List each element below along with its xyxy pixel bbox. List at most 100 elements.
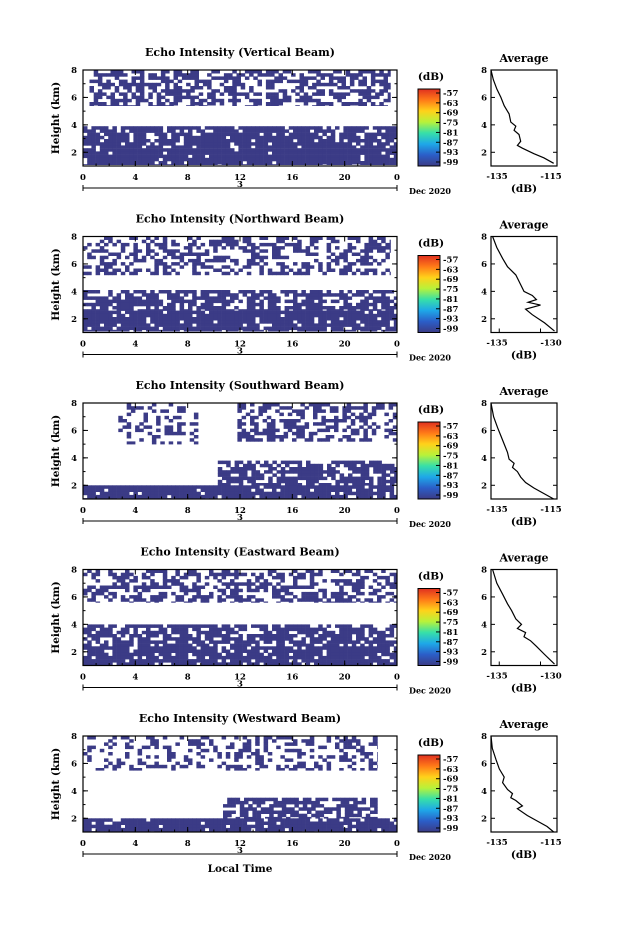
echo-cell (213, 148, 218, 152)
echo-cell (339, 662, 344, 666)
echo-cell (162, 313, 168, 318)
echo-cell (108, 142, 113, 146)
echo-cell (213, 135, 218, 140)
echo-cell (351, 157, 357, 162)
echo-cell (154, 646, 159, 650)
echo-cell (83, 643, 88, 647)
echo-cell (97, 95, 103, 100)
echo-cell (192, 302, 197, 307)
echo-cell (83, 485, 88, 489)
echo-cell (108, 320, 113, 324)
echo-cell (217, 145, 222, 149)
echo-cell (129, 579, 134, 583)
echo-cell (188, 148, 193, 152)
echo-cell (246, 320, 252, 324)
echo-cell (265, 105, 271, 106)
echo-cell (251, 323, 256, 327)
echo-cell (293, 627, 298, 632)
echo-cell (154, 569, 159, 573)
echo-cell (368, 659, 374, 663)
echo-cell (350, 406, 356, 410)
echo-cell (213, 634, 218, 638)
profile-frame (490, 235, 558, 334)
echo-cell (156, 105, 162, 106)
echo-cell (284, 488, 290, 492)
echo-cell (297, 575, 302, 580)
echo-cell (120, 249, 126, 253)
echo-cell (110, 82, 115, 87)
echo-cell (291, 73, 296, 77)
echo-cell (385, 646, 390, 650)
echo-cell (179, 313, 185, 318)
echo-cell (328, 73, 334, 77)
echo-cell (190, 86, 195, 90)
echo-cell (368, 488, 374, 492)
echo-cell (158, 242, 164, 247)
echo-cell (364, 575, 369, 580)
echo-cell (276, 485, 281, 489)
echo-cell (379, 89, 384, 93)
echo-cell (151, 403, 157, 407)
echo-cell (154, 488, 159, 492)
echo-cell (314, 470, 319, 474)
echo-cell (364, 255, 369, 260)
echo-cell (196, 579, 201, 583)
echo-cell (356, 485, 361, 489)
echo-cell (326, 309, 332, 311)
echo-cell (263, 132, 269, 137)
echo-cell (347, 306, 353, 310)
echo-cell (390, 476, 395, 481)
echo-cell (91, 491, 96, 496)
echo-cell (259, 627, 264, 632)
echo-cell (347, 485, 353, 489)
echo-cell (339, 591, 344, 596)
echo-cell (183, 627, 189, 632)
echo-cell (139, 92, 145, 96)
echo-cell (189, 422, 195, 426)
echo-cell (322, 313, 327, 318)
echo-cell (347, 317, 353, 321)
echo-cell (360, 460, 366, 465)
echo-cell (343, 476, 349, 481)
echo-cell (356, 239, 361, 244)
echo-cell (108, 239, 113, 244)
echo-cell (385, 302, 390, 307)
echo-cell (217, 662, 222, 666)
echo-cell (87, 296, 92, 300)
echo-cell (217, 572, 222, 577)
echo-cell (177, 70, 183, 74)
echo-cell (284, 585, 290, 589)
echo-cell (192, 164, 197, 165)
echo-cell (377, 463, 382, 468)
echo-cell (297, 643, 302, 647)
echo-cell (363, 435, 368, 439)
echo-cell (305, 494, 311, 499)
echo-cell (303, 79, 309, 84)
echo-cell (137, 652, 143, 657)
echo-cell (280, 491, 285, 496)
echo-cell (301, 271, 306, 276)
echo-cell (93, 98, 99, 103)
echo-cell (196, 575, 201, 580)
echo-cell (339, 485, 344, 489)
echo-cell (217, 483, 223, 486)
echo-cell (288, 591, 294, 596)
echo-cell (120, 655, 126, 660)
echo-cell (267, 290, 273, 294)
echo-cell (272, 154, 277, 159)
echo-cell (271, 419, 276, 423)
echo-cell (188, 139, 193, 143)
echo-cell (360, 317, 365, 321)
echo-cell (221, 246, 227, 250)
echo-cell (335, 326, 340, 331)
echo-cell (351, 271, 357, 276)
echo-cell (137, 302, 143, 307)
echo-cell (385, 317, 390, 321)
echo-cell (385, 463, 391, 468)
echo-cell (179, 302, 185, 307)
echo-cell (349, 73, 355, 77)
echo-cell (284, 290, 290, 294)
echo-cell (196, 572, 201, 577)
echo-cell (309, 313, 315, 318)
profile-x-tick-label: -135 (486, 505, 507, 515)
